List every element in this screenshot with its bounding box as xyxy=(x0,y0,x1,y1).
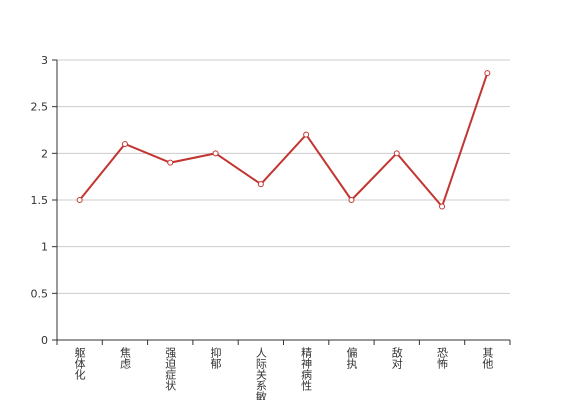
x-tick-label: 强迫症状 xyxy=(164,347,177,391)
y-tick-label: 3 xyxy=(41,54,48,67)
x-tick-label: 躯体化 xyxy=(73,347,86,381)
point xyxy=(393,150,400,157)
line-series xyxy=(78,72,489,209)
y-tick-label: 0 xyxy=(41,334,48,347)
x-tick-label: 焦虑 xyxy=(118,347,131,369)
x-tick-label: 敌对 xyxy=(390,346,403,369)
point xyxy=(76,197,83,203)
point xyxy=(167,159,174,166)
y-tick-label: 1.5 xyxy=(31,194,49,207)
point xyxy=(121,141,128,147)
y-tick-label: 0.5 xyxy=(31,287,49,300)
point xyxy=(348,197,355,203)
y-tick-label: 2 xyxy=(41,147,48,160)
point xyxy=(439,203,446,210)
x-tick-label: 抑郁 xyxy=(209,346,222,369)
x-tick-label: 其他 xyxy=(481,347,494,369)
x-tick-label: 精神病性 xyxy=(300,347,313,392)
point xyxy=(212,150,219,157)
x-tick-label: 人际关系敏感 xyxy=(254,347,267,400)
x-tick-label: 偏执 xyxy=(345,346,358,370)
y-tick-label: 2.5 xyxy=(31,101,49,114)
point xyxy=(303,131,310,138)
point xyxy=(257,181,264,188)
y-tick-label: 1 xyxy=(41,241,48,254)
point xyxy=(484,70,491,77)
x-tick-label: 恐怖 xyxy=(436,347,449,369)
